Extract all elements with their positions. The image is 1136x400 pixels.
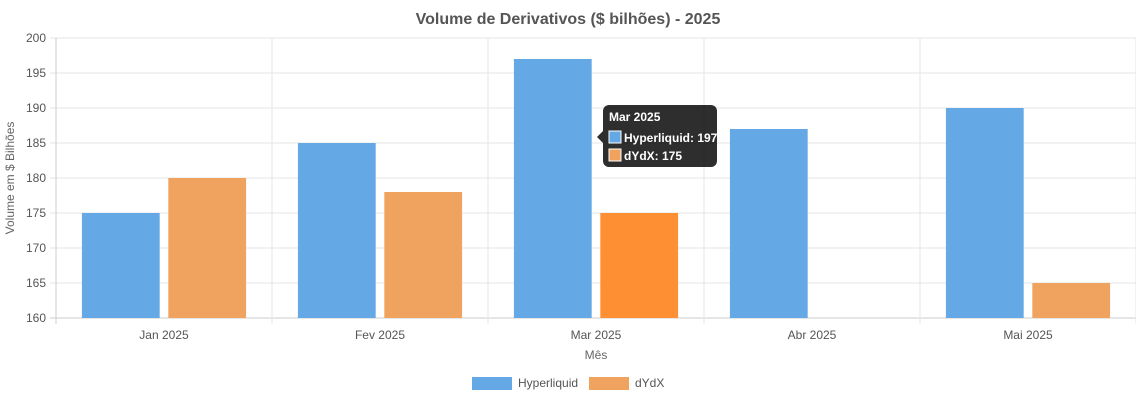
tooltip: Mar 2025 Hyperliquid: 197 dYdX: 175 bbox=[597, 105, 718, 167]
legend-item-dydx[interactable]: dYdX bbox=[589, 376, 664, 390]
legend-label: Hyperliquid bbox=[518, 376, 578, 390]
tooltip-line: dYdX: 175 bbox=[624, 149, 682, 163]
x-tick-label: Abr 2025 bbox=[788, 328, 837, 342]
y-tick-label: 180 bbox=[26, 171, 46, 185]
legend-swatch bbox=[589, 377, 629, 390]
legend-item-hyperliquid[interactable]: Hyperliquid bbox=[472, 376, 578, 390]
bar-dydx-1[interactable] bbox=[384, 192, 463, 318]
y-tick-label: 160 bbox=[26, 311, 46, 325]
tooltip-line: Hyperliquid: 197 bbox=[624, 131, 718, 145]
bar-hyperliquid-2[interactable] bbox=[513, 59, 592, 318]
bar-dydx-2[interactable] bbox=[600, 213, 679, 318]
y-axis-label: Volume em $ Bilhões bbox=[3, 122, 17, 235]
tooltip-caret bbox=[597, 131, 603, 143]
y-tick-label: 165 bbox=[26, 276, 46, 290]
tooltip-swatch bbox=[608, 148, 622, 162]
legend-swatch bbox=[472, 377, 512, 390]
x-tick-label: Jan 2025 bbox=[139, 328, 189, 342]
chart-title: Volume de Derivativos ($ bilhões) - 2025 bbox=[416, 11, 721, 28]
bars bbox=[81, 59, 1111, 318]
y-tick-label: 195 bbox=[26, 66, 46, 80]
x-tick-label: Fev 2025 bbox=[355, 328, 405, 342]
tooltip-title: Mar 2025 bbox=[609, 110, 661, 124]
x-tick-label: Mar 2025 bbox=[571, 328, 622, 342]
tooltip-box bbox=[603, 105, 717, 167]
legend[interactable]: Hyperliquid dYdX bbox=[472, 376, 664, 390]
y-tick-label: 175 bbox=[26, 206, 46, 220]
y-tick-label: 190 bbox=[26, 101, 46, 115]
y-tick-label: 200 bbox=[26, 31, 46, 45]
bar-hyperliquid-0[interactable] bbox=[81, 213, 160, 318]
x-tick-label: Mai 2025 bbox=[1003, 328, 1053, 342]
y-axis-ticks: 160 165 170 175 180 185 190 195 200 bbox=[26, 31, 46, 325]
x-axis-label: Mês bbox=[585, 348, 608, 362]
legend-label: dYdX bbox=[635, 376, 664, 390]
bar-hyperliquid-1[interactable] bbox=[297, 143, 376, 318]
bar-hyperliquid-4[interactable] bbox=[945, 108, 1024, 318]
y-tick-label: 170 bbox=[26, 241, 46, 255]
bar-dydx-0[interactable] bbox=[168, 178, 247, 318]
bar-dydx-4[interactable] bbox=[1032, 283, 1111, 318]
y-tick-label: 185 bbox=[26, 136, 46, 150]
bar-hyperliquid-3[interactable] bbox=[729, 129, 808, 318]
tooltip-swatch bbox=[608, 130, 622, 144]
x-axis-ticks: Jan 2025 Fev 2025 Mar 2025 Abr 2025 Mai 2025 bbox=[139, 328, 1053, 342]
